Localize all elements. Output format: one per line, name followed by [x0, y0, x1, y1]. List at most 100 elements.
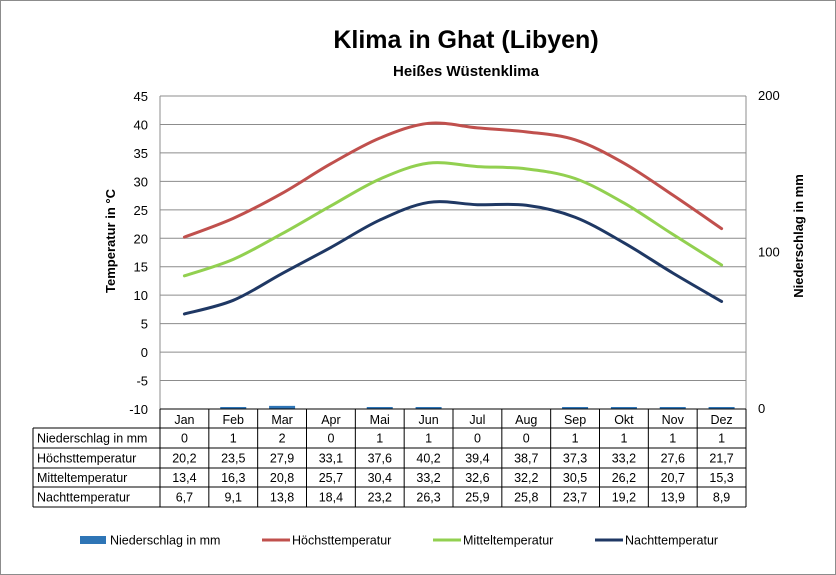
- data-label: 26,2: [612, 471, 636, 485]
- data-label: 1: [425, 432, 432, 446]
- precipitation-bar: [220, 407, 247, 409]
- x-tick-label: Apr: [321, 413, 340, 427]
- legend-label: Mitteltemperatur: [463, 534, 553, 548]
- data-label: 13,9: [661, 491, 685, 505]
- data-label: 32,2: [514, 471, 538, 485]
- precipitation-bar: [610, 407, 637, 409]
- y-left-tick-label: -5: [136, 374, 148, 389]
- x-tick-label: Mar: [271, 413, 293, 427]
- data-label: 13,4: [172, 471, 196, 485]
- precipitation-bars: [220, 405, 735, 409]
- x-tick-label: Aug: [515, 413, 537, 427]
- data-label: 1: [620, 432, 627, 446]
- data-label: 25,7: [319, 471, 343, 485]
- x-tick-label: Dez: [710, 413, 732, 427]
- table-row-header: Höchsttemperatur: [37, 452, 136, 466]
- data-table: Jan Feb Mar Apr Mai Jun Jul Aug Sep Okt Nov Dez Nied…: [32, 408, 747, 508]
- data-label: 27,9: [270, 452, 294, 466]
- precipitation-bar: [366, 407, 393, 409]
- y-left-tick-label: 10: [134, 288, 148, 303]
- data-label: 0: [181, 432, 188, 446]
- legend: Niederschlag in mm Höchsttemperatur Mittel…: [80, 534, 718, 548]
- data-label: 0: [474, 432, 481, 446]
- y-left-tick-label: 25: [134, 203, 148, 218]
- y-right-tick-label: 200: [758, 88, 780, 103]
- data-label: 1: [572, 432, 579, 446]
- data-label: 1: [376, 432, 383, 446]
- data-label: 8,9: [713, 491, 730, 505]
- y-axis-right-label: Niederschlag in mm: [791, 174, 806, 298]
- data-label: 30,5: [563, 471, 587, 485]
- chart-subtitle: Heißes Wüstenklima: [393, 63, 540, 80]
- legend-swatch: [80, 536, 106, 544]
- precipitation-bar: [562, 407, 589, 409]
- data-label: 25,9: [465, 491, 489, 505]
- series-line-h-chsttemperatur: [182, 121, 724, 239]
- data-label: 18,4: [319, 491, 343, 505]
- chart-title: Klima in Ghat (Libyen): [333, 26, 598, 54]
- y-left-tick-label: 40: [134, 117, 148, 132]
- data-label: 33,2: [612, 452, 636, 466]
- precipitation-bar: [708, 407, 735, 409]
- legend-label: Nachttemperatur: [625, 534, 718, 548]
- data-label: 0: [327, 432, 334, 446]
- data-label: 1: [669, 432, 676, 446]
- data-label: 0: [523, 432, 530, 446]
- temperature-lines: [182, 121, 724, 316]
- data-label: 37,6: [368, 452, 392, 466]
- data-label: 9,1: [225, 491, 242, 505]
- legend-label: Höchsttemperatur: [292, 534, 391, 548]
- y-axis-left-label: Temperatur in °C: [103, 188, 118, 293]
- axes: 45 40 35 30 25 20 15 10 5 0 -5 -10 200 100 0: [129, 88, 780, 417]
- x-tick-label: Feb: [222, 413, 244, 427]
- data-label: 16,3: [221, 471, 245, 485]
- data-label: 27,6: [661, 452, 685, 466]
- data-label: 23,2: [368, 491, 392, 505]
- x-tick-label: Mai: [370, 413, 390, 427]
- x-tick-label: Nov: [662, 413, 685, 427]
- precipitation-bar: [269, 405, 296, 409]
- data-label: 25,8: [514, 491, 538, 505]
- y-left-tick-label: 20: [134, 231, 148, 246]
- data-label: 32,6: [465, 471, 489, 485]
- x-tick-label: Sep: [564, 413, 586, 427]
- y-left-tick-label: -10: [129, 402, 148, 417]
- data-label: 20,8: [270, 471, 294, 485]
- x-tick-label: Jul: [469, 413, 485, 427]
- data-label: 37,3: [563, 452, 587, 466]
- y-left-tick-label: 45: [134, 89, 148, 104]
- data-label: 15,3: [709, 471, 733, 485]
- data-label: 23,5: [221, 452, 245, 466]
- data-label: 6,7: [176, 491, 193, 505]
- y-right-tick-label: 0: [758, 401, 765, 416]
- y-left-tick-label: 0: [141, 345, 148, 360]
- data-label: 21,7: [709, 452, 733, 466]
- data-label: 19,2: [612, 491, 636, 505]
- x-tick-label: Okt: [614, 413, 634, 427]
- data-label: 40,2: [416, 452, 440, 466]
- data-label: 20,7: [661, 471, 685, 485]
- table-row-header: Niederschlag in mm: [37, 432, 147, 446]
- series-line-nachttemperatur: [182, 200, 724, 316]
- table-row-header: Nachttemperatur: [37, 491, 130, 505]
- x-tick-label: Jun: [419, 413, 439, 427]
- data-label: 1: [230, 432, 237, 446]
- data-label: 23,7: [563, 491, 587, 505]
- y-right-tick-label: 100: [758, 245, 780, 260]
- data-label: 2: [279, 432, 286, 446]
- y-left-tick-label: 30: [134, 174, 148, 189]
- series-line-mitteltemperatur: [182, 161, 724, 278]
- table-row-header: Mitteltemperatur: [37, 471, 127, 485]
- data-label: 33,2: [416, 471, 440, 485]
- x-tick-label: Jan: [174, 413, 194, 427]
- gridlines: [160, 95, 746, 382]
- precipitation-bar: [659, 407, 686, 409]
- y-left-tick-label: 15: [134, 260, 148, 275]
- data-label: 1: [718, 432, 725, 446]
- data-label: 38,7: [514, 452, 538, 466]
- data-label: 13,8: [270, 491, 294, 505]
- data-label: 39,4: [465, 452, 489, 466]
- y-left-tick-label: 35: [134, 146, 148, 161]
- data-label: 30,4: [368, 471, 392, 485]
